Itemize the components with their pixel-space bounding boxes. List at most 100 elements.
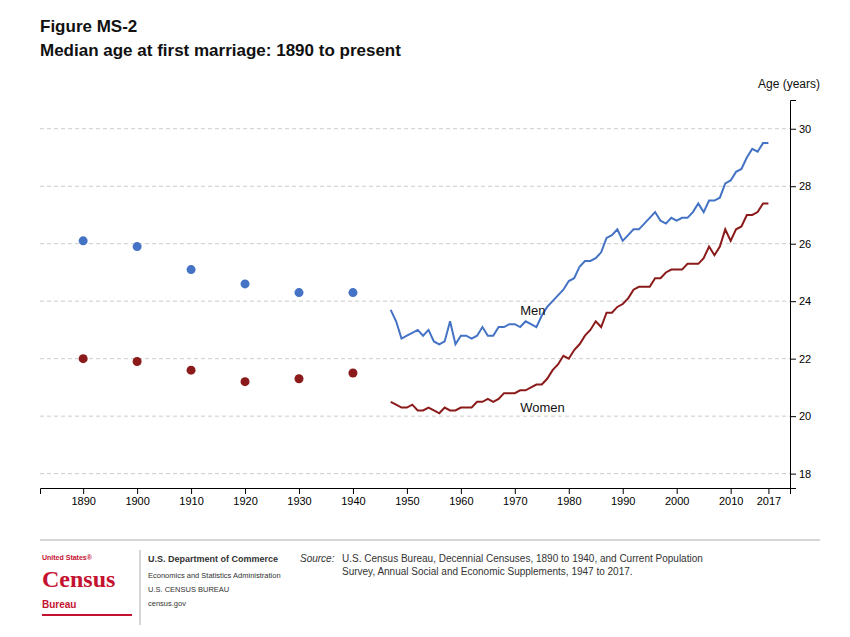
x-tick: 2010 — [719, 488, 743, 507]
y-tick: 20 — [790, 410, 811, 422]
y-tick: 24 — [790, 295, 811, 307]
grid-line — [40, 128, 790, 129]
y-tick-mark — [790, 474, 796, 475]
x-tick-label: 1940 — [341, 495, 365, 507]
point — [133, 242, 142, 251]
x-tick-mark — [407, 488, 408, 494]
grid-line — [40, 473, 790, 474]
logo-text: Economics and Statistics Administration — [148, 571, 281, 580]
y-tick-mark — [790, 301, 796, 302]
point — [187, 366, 196, 375]
x-tick-mark — [623, 488, 624, 494]
logo-text: census.gov — [148, 599, 186, 608]
x-tick: 2000 — [665, 488, 689, 507]
point — [79, 354, 88, 363]
y-tick-mark — [790, 129, 796, 130]
x-tick: 1900 — [125, 488, 149, 507]
point — [348, 288, 357, 297]
x-tick-mark — [461, 488, 462, 494]
point — [348, 369, 357, 378]
grid — [40, 129, 790, 474]
y-tick: 28 — [790, 180, 811, 192]
y-tick-label: 18 — [799, 468, 811, 480]
x-tick-label: 1980 — [557, 495, 581, 507]
point — [79, 236, 88, 245]
x-tick-mark — [515, 488, 516, 494]
subtitle: Median age at first marriage: 1890 to pr… — [40, 41, 401, 60]
x-tick-label: 1920 — [233, 495, 257, 507]
logo-text: U.S. CENSUS BUREAU — [148, 585, 229, 594]
x-tick: 1950 — [395, 488, 419, 507]
grid-line — [40, 243, 790, 244]
marks — [79, 143, 769, 413]
y-tick-mark — [790, 359, 796, 360]
x-axis-line — [41, 489, 791, 495]
point — [294, 288, 303, 297]
y-axis-title: Age (years) — [758, 77, 820, 91]
x-tick-label: 2000 — [665, 495, 689, 507]
x-tick: 1940 — [341, 488, 365, 507]
y-tick: 18 — [790, 468, 811, 480]
x-tick-mark — [191, 488, 192, 494]
x-tick-mark — [569, 488, 570, 494]
y-tick-label: 28 — [799, 180, 811, 192]
point — [241, 279, 250, 288]
x-tick-mark — [768, 488, 769, 494]
logo-divider — [140, 550, 141, 625]
source-label: Source: — [300, 553, 335, 564]
y-tick-mark — [790, 244, 796, 245]
x-tick-mark — [731, 488, 732, 494]
footer: Source: U.S. Census Bureau, Decennial Ce… — [40, 540, 820, 625]
y-tick-label: 24 — [799, 295, 811, 307]
point — [187, 265, 196, 274]
x-tick-mark — [245, 488, 246, 494]
logo-text: United States® — [42, 554, 93, 561]
x-tick-label: 2017 — [757, 495, 781, 507]
x-tick-label: 1990 — [611, 495, 635, 507]
x-tick: 1930 — [287, 488, 311, 507]
footer-rule — [40, 540, 820, 541]
x-tick-label: 1910 — [179, 495, 203, 507]
logo-text: U.S. Department of Commerce — [148, 554, 278, 564]
x-tick-label: 1890 — [71, 495, 95, 507]
y-tick-label: 22 — [799, 353, 811, 365]
y-tick-mark — [790, 416, 796, 417]
chart: Figure MS-2 Median age at first marriage:… — [0, 0, 850, 637]
x-tick-label: 1950 — [395, 495, 419, 507]
y-tick: 22 — [790, 353, 811, 365]
y-tick: 26 — [790, 238, 811, 250]
y-tick-mark — [790, 186, 796, 187]
grid-line — [40, 358, 790, 359]
y-axis-line — [791, 101, 797, 489]
x-tick-mark — [137, 488, 138, 494]
x-tick: 1980 — [557, 488, 581, 507]
point — [294, 374, 303, 383]
x-tick: 1970 — [503, 488, 527, 507]
x-tick-mark — [353, 488, 354, 494]
grid-line — [40, 301, 790, 302]
x-tick-mark — [677, 488, 678, 494]
grid-line — [40, 186, 790, 187]
y-axis: 18 20 22 24 26 28 30 — [790, 101, 811, 489]
x-tick: 1960 — [449, 488, 473, 507]
series-label: Men — [520, 303, 545, 318]
logo-text: Bureau — [42, 599, 76, 610]
logo-text: Census — [42, 566, 115, 592]
x-tick: 1920 — [233, 488, 257, 507]
x-tick-mark — [83, 488, 84, 494]
point — [133, 357, 142, 366]
y-tick-label: 20 — [799, 410, 811, 422]
x-tick-label: 2010 — [719, 495, 743, 507]
y-tick-label: 30 — [799, 123, 811, 135]
x-tick-label: 1900 — [125, 495, 149, 507]
logo-rule — [42, 614, 132, 616]
x-tick-mark — [299, 488, 300, 494]
x-tick: 1990 — [611, 488, 635, 507]
x-tick-label: 1930 — [287, 495, 311, 507]
x-tick-label: 1970 — [503, 495, 527, 507]
x-tick: 1890 — [71, 488, 95, 507]
title: Figure MS-2 — [40, 17, 137, 36]
x-tick: 1910 — [179, 488, 203, 507]
source-text: U.S. Census Bureau, Decennial Censuses, … — [342, 553, 703, 577]
x-tick: 2017 — [757, 488, 781, 507]
